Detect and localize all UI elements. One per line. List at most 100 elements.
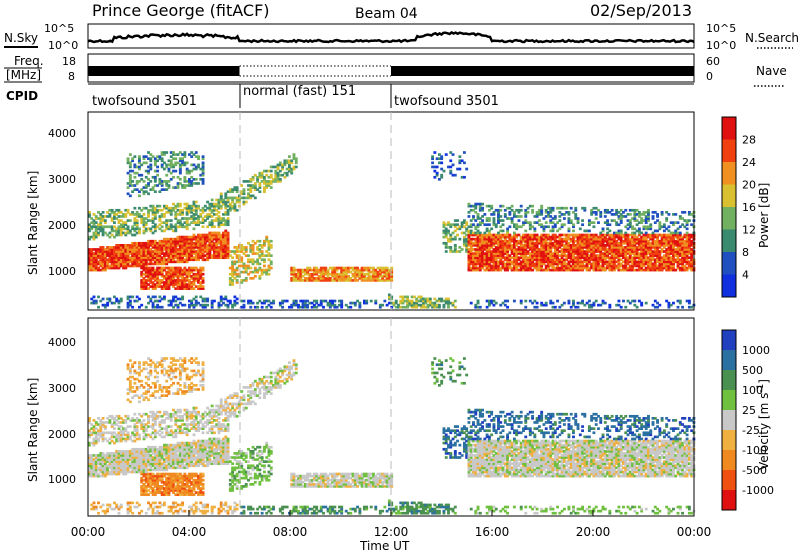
power-cell bbox=[172, 254, 175, 257]
power-cell bbox=[535, 301, 539, 305]
power-cell bbox=[624, 266, 628, 270]
power-cell bbox=[183, 254, 187, 257]
power-cell bbox=[447, 299, 450, 303]
power-cell bbox=[226, 198, 230, 202]
power-cell bbox=[628, 208, 632, 212]
power-cell bbox=[90, 227, 94, 231]
power-cell bbox=[576, 260, 580, 264]
power-cell bbox=[203, 305, 207, 309]
power-cell bbox=[156, 285, 160, 288]
power-cell bbox=[526, 250, 530, 253]
power-cell bbox=[587, 244, 591, 247]
power-cell bbox=[303, 272, 307, 276]
power-cell bbox=[474, 219, 478, 222]
power-cell bbox=[472, 254, 475, 257]
power-cell bbox=[160, 279, 164, 282]
power-cell bbox=[192, 233, 196, 237]
power-cell bbox=[531, 237, 535, 241]
power-cell bbox=[169, 161, 173, 165]
power-cell bbox=[142, 248, 146, 251]
power-cell bbox=[633, 219, 637, 222]
power-cell bbox=[112, 221, 116, 224]
power-cell bbox=[633, 252, 637, 255]
power-cell bbox=[458, 225, 462, 229]
power-cell bbox=[187, 178, 191, 181]
power-cell bbox=[190, 270, 194, 274]
power-cell bbox=[119, 297, 123, 301]
power-cell bbox=[433, 305, 437, 309]
power-cell bbox=[540, 241, 544, 245]
power-cell bbox=[501, 235, 505, 239]
power-cell bbox=[137, 159, 141, 163]
power-cell bbox=[151, 211, 155, 214]
power-cell bbox=[508, 246, 512, 249]
power-cell bbox=[522, 246, 525, 249]
power-cell bbox=[540, 213, 544, 216]
power-cell bbox=[356, 272, 360, 276]
power-cell bbox=[269, 186, 273, 189]
power-cell bbox=[101, 252, 105, 255]
power-cell bbox=[219, 241, 223, 245]
power-cell bbox=[474, 266, 478, 270]
power-cell bbox=[219, 200, 223, 204]
power-cell bbox=[476, 225, 480, 229]
power-cell bbox=[587, 235, 591, 239]
power-cell bbox=[669, 250, 673, 253]
power-cell bbox=[260, 272, 264, 276]
power-cell bbox=[485, 227, 489, 231]
power-cell bbox=[535, 221, 539, 224]
power-cell bbox=[524, 299, 528, 303]
power-cell bbox=[478, 264, 482, 268]
power-cell bbox=[635, 262, 639, 266]
power-cell bbox=[178, 235, 182, 239]
power-cell bbox=[653, 258, 657, 262]
power-cell bbox=[599, 303, 603, 307]
power-cell bbox=[140, 208, 144, 212]
power-cell bbox=[572, 211, 575, 214]
power-cell bbox=[226, 221, 230, 224]
power-cell bbox=[174, 295, 178, 299]
power-cell bbox=[219, 248, 223, 251]
power-cell bbox=[194, 279, 198, 282]
power-cell bbox=[117, 262, 121, 266]
power-cell bbox=[167, 246, 171, 249]
power-cell bbox=[565, 266, 569, 270]
power-cell bbox=[594, 211, 598, 214]
power-cell bbox=[683, 244, 687, 247]
power-cell bbox=[633, 239, 637, 243]
power-cell bbox=[187, 208, 191, 212]
power-cell bbox=[515, 268, 519, 272]
power-cell bbox=[544, 225, 548, 229]
power-cell bbox=[572, 233, 575, 237]
power-cell bbox=[185, 206, 189, 210]
power-cell bbox=[153, 175, 157, 179]
power-cell bbox=[317, 303, 321, 307]
power-cell bbox=[192, 287, 196, 290]
power-cell bbox=[687, 260, 691, 264]
power-cell bbox=[503, 303, 507, 307]
power-cell bbox=[517, 268, 521, 272]
power-cell bbox=[151, 301, 155, 305]
power-cell bbox=[358, 274, 362, 278]
power-cell bbox=[672, 239, 675, 243]
power-cell bbox=[640, 268, 644, 272]
power-cell bbox=[583, 303, 587, 307]
power-cell bbox=[162, 246, 166, 249]
power-cell bbox=[183, 175, 187, 179]
power-cell bbox=[608, 244, 612, 247]
power-cell bbox=[169, 277, 173, 280]
power-cell bbox=[217, 254, 221, 257]
power-cell bbox=[501, 266, 505, 270]
power-cell bbox=[165, 182, 169, 185]
power-cell bbox=[106, 211, 110, 214]
power-cell bbox=[487, 229, 491, 233]
power-cell bbox=[349, 279, 353, 282]
power-cell bbox=[628, 250, 632, 253]
power-cell bbox=[153, 190, 157, 194]
power-cell bbox=[615, 239, 619, 243]
power-cell bbox=[251, 250, 255, 253]
power-cell bbox=[142, 231, 146, 235]
power-cell bbox=[262, 268, 266, 272]
power-cell bbox=[292, 301, 296, 305]
power-cell bbox=[315, 299, 319, 303]
